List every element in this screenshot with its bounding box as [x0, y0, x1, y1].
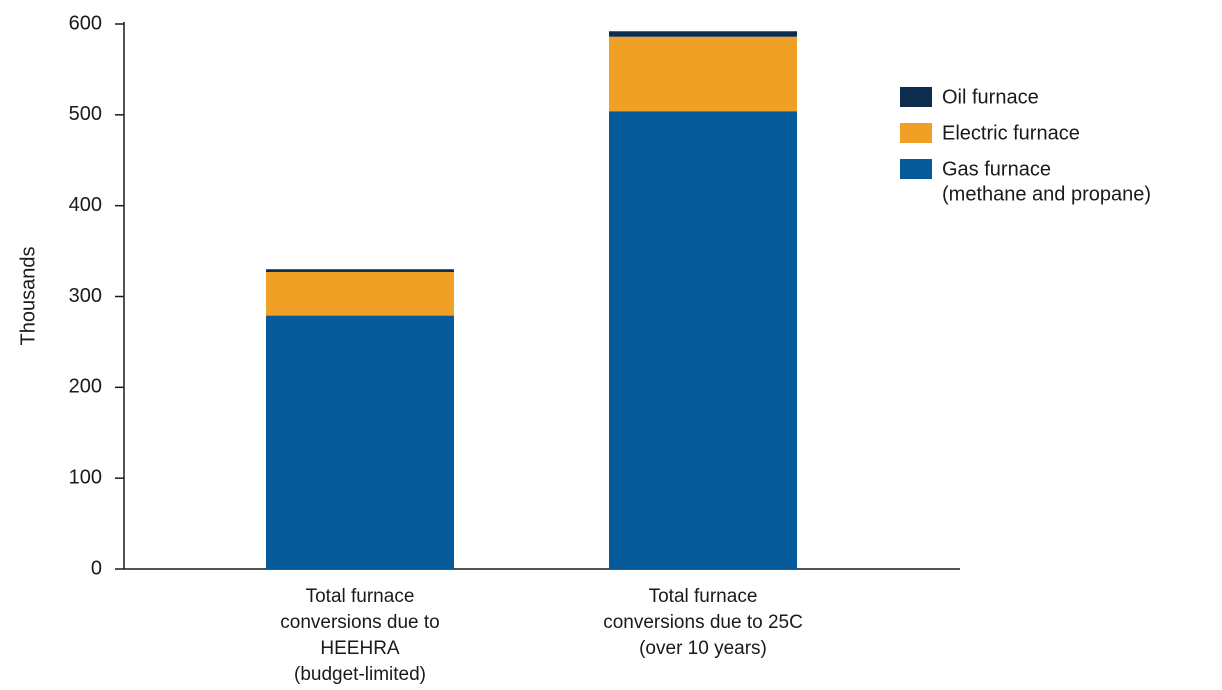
x-category-label: Total furnace: [649, 586, 758, 607]
bar-segment: [609, 36, 797, 112]
y-tick-label: 300: [69, 285, 102, 307]
y-tick-label: 200: [69, 376, 102, 398]
y-axis-title: Thousands: [17, 247, 39, 346]
legend-swatch: [900, 87, 932, 107]
y-tick-label: 100: [69, 466, 102, 488]
bar-segment: [266, 315, 454, 569]
bar-segment: [609, 111, 797, 569]
x-category-label: Total furnace: [306, 586, 415, 607]
legend-swatch: [900, 123, 932, 143]
x-category-label: conversions due to 25C: [603, 612, 803, 633]
x-category-label: HEEHRA: [320, 638, 400, 659]
legend-label: (methane and propane): [942, 183, 1151, 205]
x-category-label: (budget-limited): [294, 664, 426, 685]
y-tick-label: 0: [91, 557, 102, 579]
y-tick-label: 600: [69, 12, 102, 34]
bar-segment: [266, 271, 454, 316]
y-tick-label: 400: [69, 194, 102, 216]
bar-segment: [266, 269, 454, 272]
x-category-label: conversions due to: [280, 612, 440, 633]
y-tick-label: 500: [69, 103, 102, 125]
legend-label: Oil furnace: [942, 86, 1039, 108]
legend-label: Gas furnace: [942, 158, 1051, 180]
legend-label: Electric furnace: [942, 122, 1080, 144]
x-category-label: (over 10 years): [639, 638, 767, 659]
bar-segment: [609, 31, 797, 37]
legend-swatch: [900, 159, 932, 179]
